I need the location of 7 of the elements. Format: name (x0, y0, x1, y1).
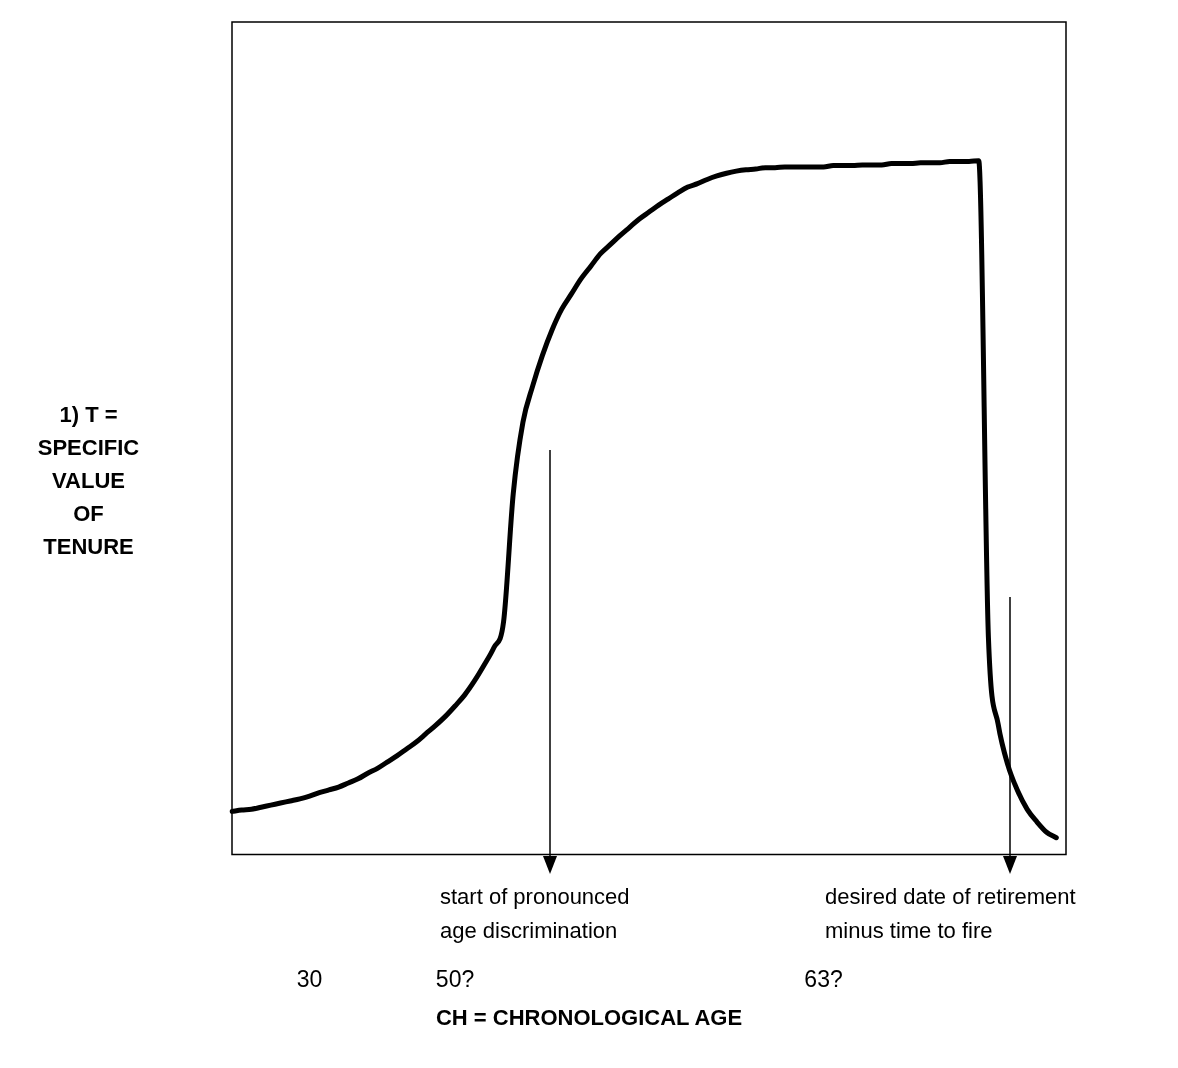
x-tick-label: 63? (804, 965, 843, 992)
y-axis-title: 1) T = SPECIFIC VALUE OF TENURE (36, 401, 141, 561)
text: start of pronounced age discrimination (440, 883, 631, 945)
text: desired date of retirement minus time to fire (825, 883, 1077, 945)
x-tick-label: 50? (435, 965, 475, 992)
x-axis-title: CH = CHRONOLOGICAL AGE (434, 1005, 744, 1031)
x-tick-label: 30 (296, 965, 323, 992)
